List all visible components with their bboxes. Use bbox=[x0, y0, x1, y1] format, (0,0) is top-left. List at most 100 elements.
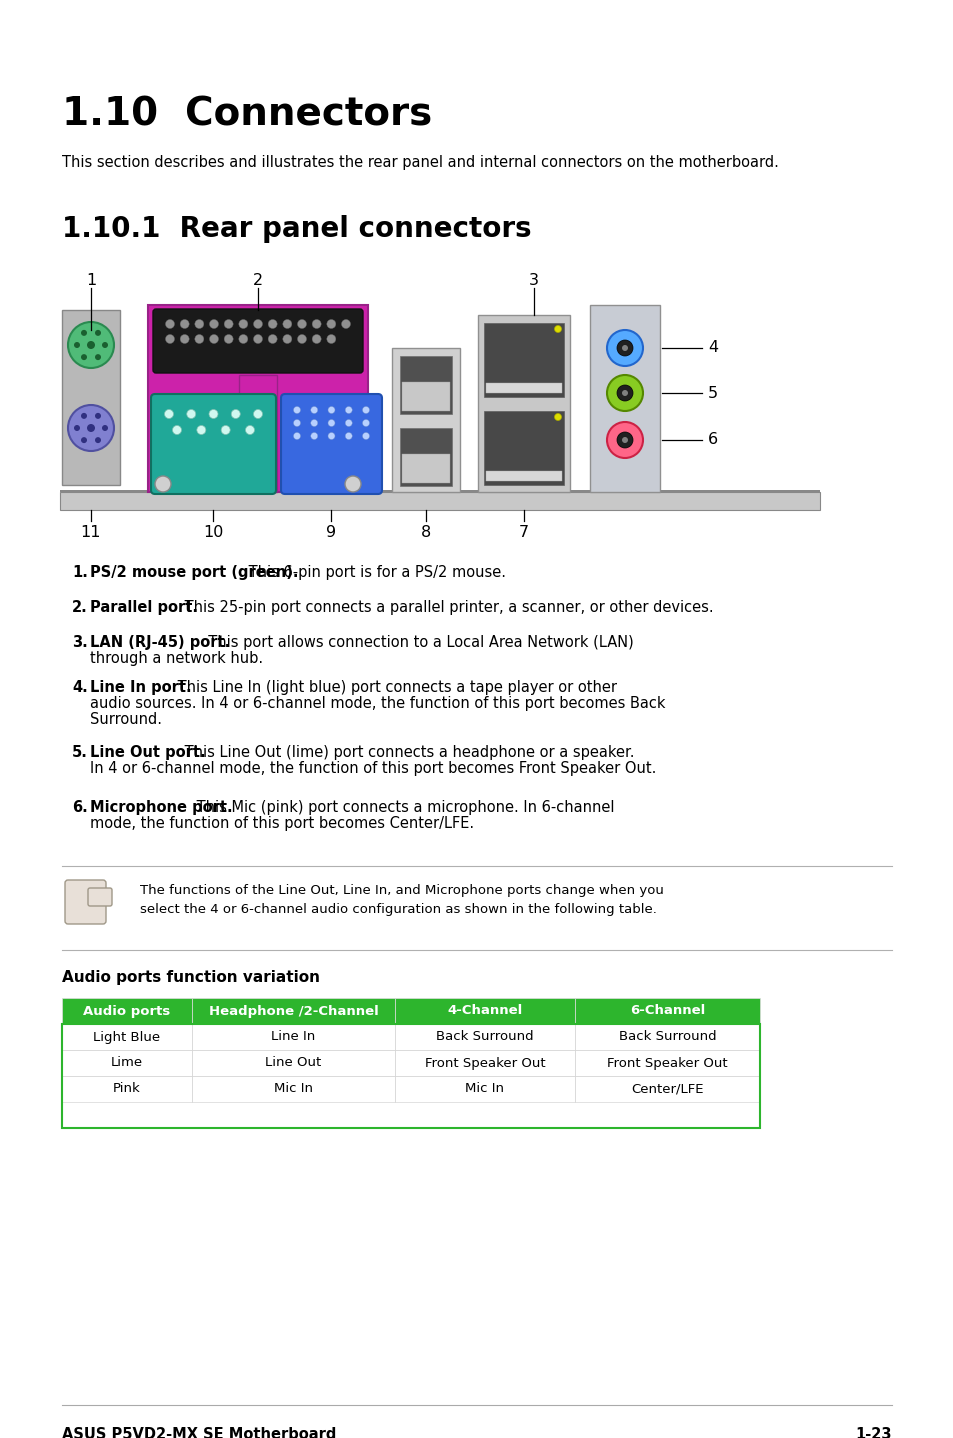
Circle shape bbox=[81, 329, 87, 336]
Text: 9: 9 bbox=[326, 525, 336, 541]
Bar bbox=[399, 357, 452, 414]
Circle shape bbox=[606, 329, 642, 367]
Circle shape bbox=[180, 335, 189, 344]
Circle shape bbox=[253, 335, 262, 344]
Text: 6: 6 bbox=[707, 433, 718, 447]
Circle shape bbox=[328, 433, 335, 440]
Circle shape bbox=[621, 390, 627, 395]
Text: Lime: Lime bbox=[111, 1057, 143, 1070]
Circle shape bbox=[180, 319, 189, 328]
Text: Audio ports: Audio ports bbox=[83, 1005, 171, 1018]
Text: Back Surround: Back Surround bbox=[436, 1031, 534, 1044]
Circle shape bbox=[554, 414, 561, 420]
Circle shape bbox=[209, 410, 218, 418]
Text: 6-Channel: 6-Channel bbox=[629, 1005, 704, 1018]
Circle shape bbox=[172, 426, 181, 434]
Circle shape bbox=[297, 335, 306, 344]
Text: 4-Channel: 4-Channel bbox=[447, 1005, 522, 1018]
Circle shape bbox=[95, 413, 101, 418]
Text: Line In port.: Line In port. bbox=[90, 680, 192, 695]
Circle shape bbox=[621, 437, 627, 443]
Text: This Mic (pink) port connects a microphone. In 6-channel: This Mic (pink) port connects a micropho… bbox=[193, 800, 615, 815]
Circle shape bbox=[74, 342, 80, 348]
Text: 7: 7 bbox=[518, 525, 529, 541]
Circle shape bbox=[87, 424, 95, 431]
Bar bbox=[575, 998, 760, 1024]
Circle shape bbox=[362, 407, 369, 414]
Text: Center/LFE: Center/LFE bbox=[631, 1083, 703, 1096]
Text: through a network hub.: through a network hub. bbox=[90, 651, 263, 666]
Bar bbox=[575, 1076, 760, 1102]
Text: Microphone port.: Microphone port. bbox=[90, 800, 233, 815]
Text: 8: 8 bbox=[420, 525, 431, 541]
Circle shape bbox=[196, 426, 206, 434]
Text: mode, the function of this port becomes Center/LFE.: mode, the function of this port becomes … bbox=[90, 815, 474, 831]
Text: 3.: 3. bbox=[71, 636, 88, 650]
Bar bbox=[477, 315, 569, 492]
Text: This Line In (light blue) port connects a tape player or other: This Line In (light blue) port connects … bbox=[173, 680, 617, 695]
Circle shape bbox=[154, 476, 171, 492]
Bar bbox=[60, 492, 820, 510]
Circle shape bbox=[345, 476, 360, 492]
Bar bbox=[60, 490, 820, 492]
Text: This section describes and illustrates the rear panel and internal connectors on: This section describes and illustrates t… bbox=[62, 155, 778, 170]
Circle shape bbox=[345, 433, 352, 440]
Circle shape bbox=[164, 410, 173, 418]
Circle shape bbox=[74, 426, 80, 431]
Text: Front Speaker Out: Front Speaker Out bbox=[606, 1057, 727, 1070]
Bar bbox=[485, 383, 561, 393]
Bar bbox=[401, 383, 450, 411]
Text: Mic In: Mic In bbox=[465, 1083, 504, 1096]
Text: Line In: Line In bbox=[271, 1031, 315, 1044]
Circle shape bbox=[95, 437, 101, 443]
Circle shape bbox=[345, 407, 352, 414]
Bar bbox=[192, 1050, 395, 1076]
Text: This port allows connection to a Local Area Network (LAN): This port allows connection to a Local A… bbox=[198, 636, 633, 650]
FancyBboxPatch shape bbox=[281, 394, 381, 495]
Text: 1.10.1  Rear panel connectors: 1.10.1 Rear panel connectors bbox=[62, 216, 531, 243]
Circle shape bbox=[224, 319, 233, 328]
Text: Headphone /2-Channel: Headphone /2-Channel bbox=[209, 1005, 378, 1018]
Circle shape bbox=[81, 413, 87, 418]
Text: 4: 4 bbox=[707, 341, 718, 355]
Text: 1.: 1. bbox=[71, 565, 88, 580]
FancyBboxPatch shape bbox=[65, 880, 106, 925]
Text: Pink: Pink bbox=[113, 1083, 141, 1096]
Bar bbox=[589, 305, 659, 492]
Bar bbox=[62, 1050, 192, 1076]
Circle shape bbox=[210, 335, 218, 344]
Text: The functions of the Line Out, Line In, and Microphone ports change when you
sel: The functions of the Line Out, Line In, … bbox=[140, 884, 663, 916]
Circle shape bbox=[194, 319, 204, 328]
Text: 4.: 4. bbox=[71, 680, 88, 695]
FancyBboxPatch shape bbox=[151, 394, 275, 495]
Circle shape bbox=[81, 354, 87, 360]
Text: 5.: 5. bbox=[71, 745, 88, 761]
Bar bbox=[62, 998, 192, 1024]
Text: This 25-pin port connects a parallel printer, a scanner, or other devices.: This 25-pin port connects a parallel pri… bbox=[179, 600, 713, 615]
Circle shape bbox=[238, 335, 248, 344]
Bar bbox=[483, 324, 563, 397]
Text: 6.: 6. bbox=[71, 800, 88, 815]
Text: Line Out: Line Out bbox=[265, 1057, 321, 1070]
Bar bbox=[239, 375, 276, 492]
Bar bbox=[148, 305, 368, 492]
Circle shape bbox=[87, 341, 95, 349]
Circle shape bbox=[95, 329, 101, 336]
Text: 1: 1 bbox=[86, 273, 96, 288]
Circle shape bbox=[312, 319, 321, 328]
FancyBboxPatch shape bbox=[152, 309, 363, 372]
Bar bbox=[192, 1024, 395, 1050]
Text: 3: 3 bbox=[529, 273, 538, 288]
Text: 1.10  Connectors: 1.10 Connectors bbox=[62, 95, 432, 132]
Circle shape bbox=[328, 420, 335, 427]
Bar bbox=[62, 1024, 192, 1050]
Circle shape bbox=[311, 407, 317, 414]
Circle shape bbox=[311, 433, 317, 440]
Circle shape bbox=[81, 437, 87, 443]
Circle shape bbox=[194, 335, 204, 344]
Text: PS/2 mouse port (green).: PS/2 mouse port (green). bbox=[90, 565, 298, 580]
Bar bbox=[192, 998, 395, 1024]
Circle shape bbox=[345, 420, 352, 427]
Text: Audio ports function variation: Audio ports function variation bbox=[62, 971, 319, 985]
Text: 2: 2 bbox=[253, 273, 263, 288]
